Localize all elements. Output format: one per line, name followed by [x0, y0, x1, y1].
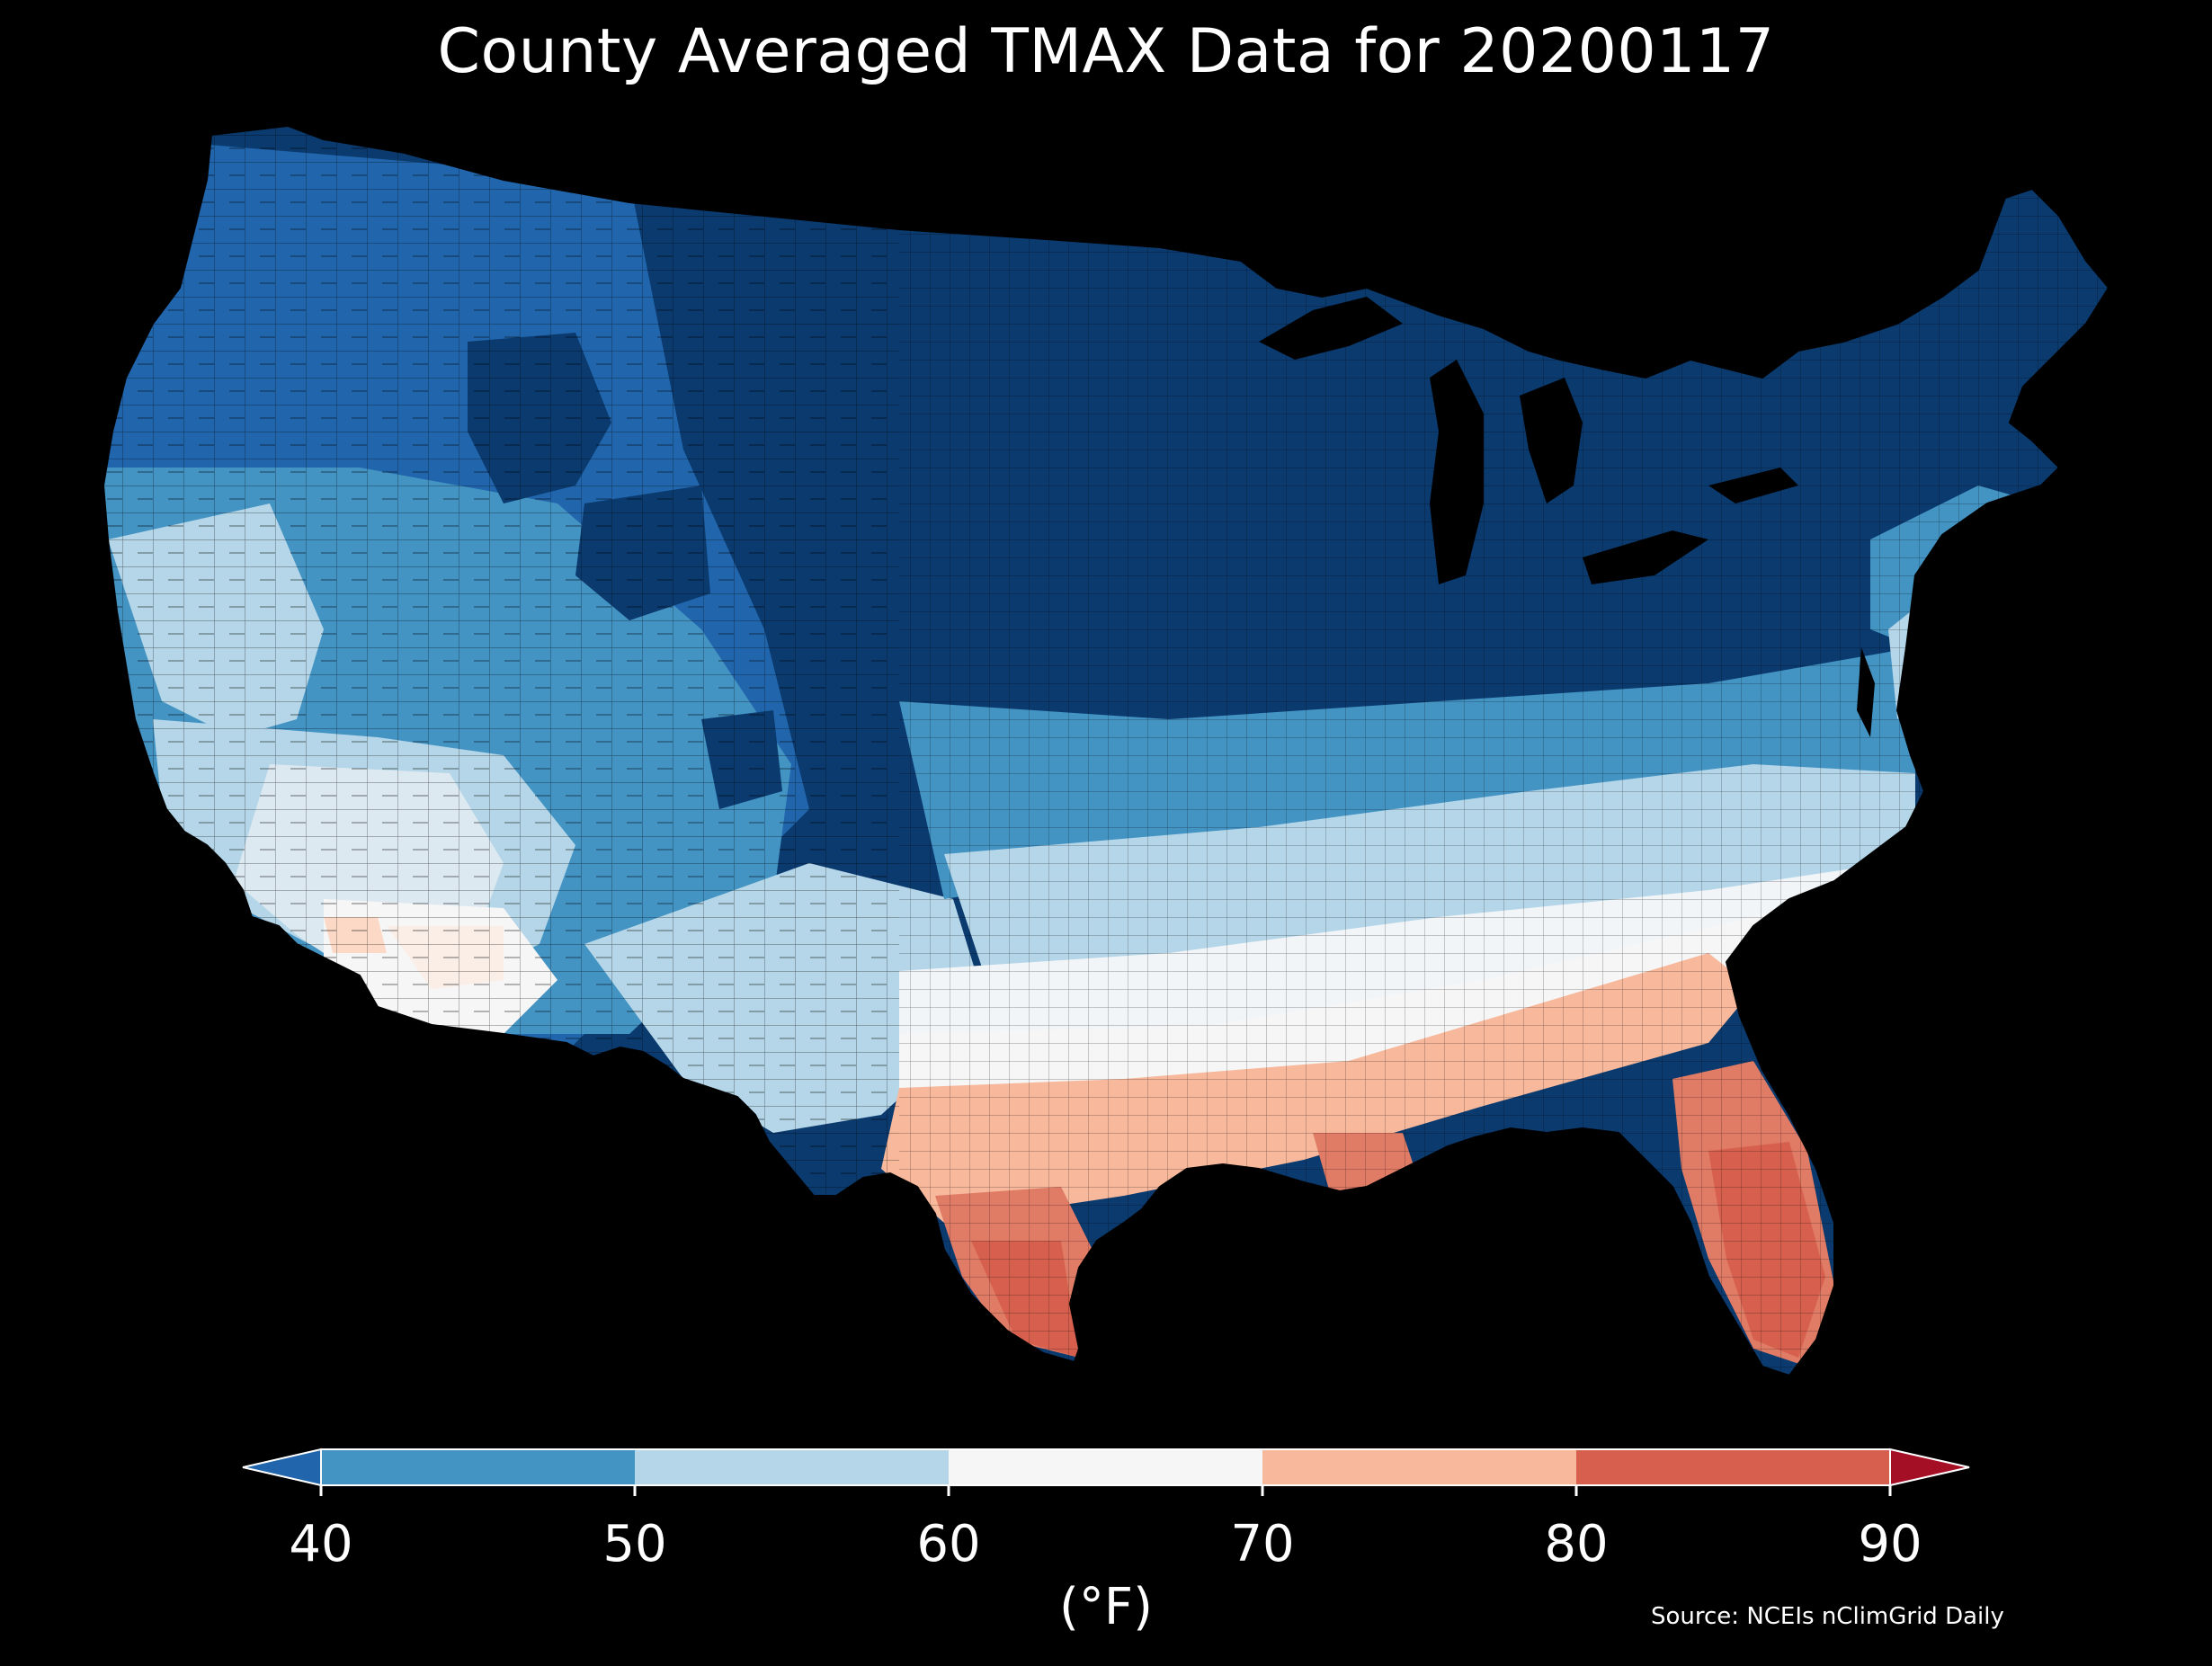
colorbar-tick-80: 80	[1544, 1515, 1609, 1573]
colorbar-bin-60-70	[949, 1449, 1262, 1485]
colorbar-tick-60: 60	[916, 1515, 981, 1573]
colorbar	[242, 1448, 1970, 1496]
lake-michigan	[1430, 360, 1484, 584]
source-credit: Source: NCEIs nClimGrid Daily	[1651, 1603, 2004, 1630]
lake-erie	[1583, 530, 1708, 584]
chesapeake-bay	[1857, 647, 1875, 737]
colorbar-bin-50-60	[635, 1449, 949, 1485]
lake-ontario	[1708, 468, 1798, 503]
colorbar-unit-label: (°F)	[1059, 1578, 1153, 1636]
lake-huron	[1520, 378, 1583, 503]
colorbar-bin-80-90	[1576, 1449, 1890, 1485]
lake-superior	[1259, 297, 1403, 360]
colorbar-tick-50: 50	[602, 1515, 667, 1573]
colorbar-bin-70-80	[1262, 1449, 1576, 1485]
colorbar-bin-40-50	[321, 1449, 635, 1485]
colorbar-tick-70: 70	[1230, 1515, 1295, 1573]
colorbar-extend-max	[1889, 1448, 1970, 1487]
map-title: County Averaged TMAX Data for 20200117	[437, 16, 1775, 87]
colorbar-tick-40: 40	[289, 1515, 353, 1573]
us-county-tmax-map	[102, 124, 2110, 1377]
colorbar-extend-min	[242, 1448, 322, 1487]
colorbar-tick-90: 90	[1858, 1515, 1922, 1573]
